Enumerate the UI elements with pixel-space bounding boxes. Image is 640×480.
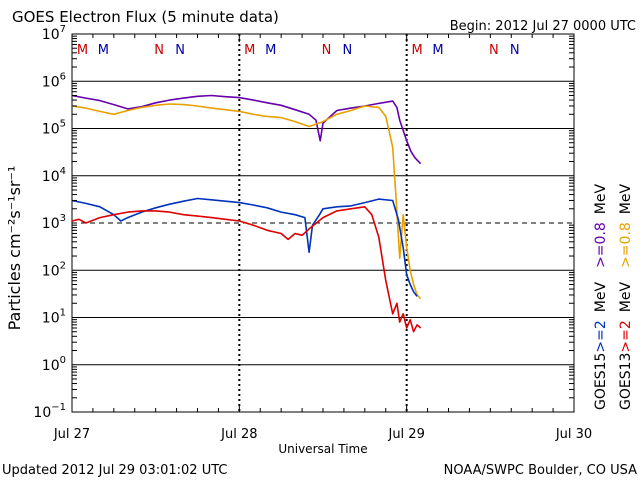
series-line-2: [71, 103, 422, 300]
legend-entry: >=0.8: [593, 222, 609, 268]
y-tick-base: 10: [42, 311, 60, 327]
y-tick-base: 10: [33, 405, 51, 421]
y-tick-label: 103: [42, 213, 66, 232]
legend-satellite: GOES13: [618, 353, 634, 410]
legend-goes13: GOES13>=2 MeV >=0.8 MeV: [618, 183, 634, 410]
x-axis-ticks: Jul 27 Jul 28 Jul 29 Jul 30: [53, 34, 592, 442]
y-tick-exp: 6: [60, 71, 66, 82]
y-tick-exp: −1: [51, 402, 66, 413]
y-tick-exp: 2: [60, 260, 66, 271]
legend-unit: MeV: [618, 183, 634, 214]
chart-title: GOES Electron Flux (5 minute data): [12, 8, 279, 26]
y-tick-base: 10: [42, 27, 60, 43]
y-tick-exp: 0: [60, 355, 66, 366]
series-line-4: [71, 206, 422, 333]
y-tick-base: 10: [42, 169, 60, 185]
marker-m: M: [77, 43, 88, 58]
begin-date-label: Begin: 2012 Jul 27 0000 UTC: [450, 19, 636, 34]
y-tick-exp: 5: [60, 119, 66, 130]
marker-n: N: [489, 43, 499, 58]
marker-m: M: [98, 43, 109, 58]
credit-label: NOAA/SWPC Boulder, CO USA: [444, 463, 637, 478]
y-tick-label: 104: [42, 166, 66, 185]
series-line-3: [71, 197, 418, 297]
y-tick-exp: 3: [60, 213, 66, 224]
x-axis-label: Universal Time: [278, 442, 367, 456]
y-tick-base: 10: [42, 122, 60, 138]
marker-m: M: [412, 43, 423, 58]
y-tick-label: 100: [42, 355, 66, 374]
y-tick-label: 107: [42, 24, 66, 43]
y-tick-base: 10: [42, 216, 60, 232]
y-tick-base: 10: [42, 263, 60, 279]
marker-n: N: [510, 43, 520, 58]
x-tick-label: Jul 27: [53, 427, 90, 442]
legend-satellite: GOES15: [593, 353, 609, 410]
series-line-1: [71, 94, 422, 165]
grid-lines: [72, 80, 574, 366]
updated-label: Updated 2012 Jul 29 03:01:02 UTC: [2, 463, 227, 478]
marker-m: M: [244, 43, 255, 58]
marker-n: N: [154, 43, 164, 58]
x-tick-label: Jul 28: [220, 427, 257, 442]
y-tick-exp: 7: [60, 24, 66, 35]
marker-n: N: [343, 43, 353, 58]
legend-entry: >=2: [618, 320, 634, 352]
y-tick-label: 106: [42, 71, 66, 90]
marker-n: N: [322, 43, 332, 58]
x-tick-label: Jul 29: [387, 427, 424, 442]
y-tick-exp: 4: [60, 166, 66, 177]
y-tick-label: 101: [42, 308, 66, 327]
y-tick-base: 10: [42, 358, 60, 374]
legend-unit: MeV: [593, 282, 609, 313]
y-tick-label: 102: [42, 260, 66, 279]
y-tick-exp: 1: [60, 308, 66, 319]
y-tick-base: 10: [42, 74, 60, 90]
legend-goes15: GOES15>=2 MeV >=0.8 MeV: [593, 183, 609, 410]
marker-m: M: [432, 43, 443, 58]
legend-entry: >=0.8: [618, 222, 634, 268]
legend-entry: >=2: [593, 320, 609, 352]
legend-unit: MeV: [593, 183, 609, 214]
y-tick-label: 105: [42, 119, 66, 138]
x-tick-label: Jul 30: [555, 427, 592, 442]
day-separators: [238, 34, 408, 412]
y-axis-label: Particles cm⁻²s⁻¹sr⁻¹: [5, 166, 24, 331]
series-lines: [71, 94, 422, 333]
marker-m: M: [265, 43, 276, 58]
y-tick-label: 10−1: [33, 402, 66, 421]
marker-n: N: [175, 43, 185, 58]
legend-unit: MeV: [618, 282, 634, 313]
